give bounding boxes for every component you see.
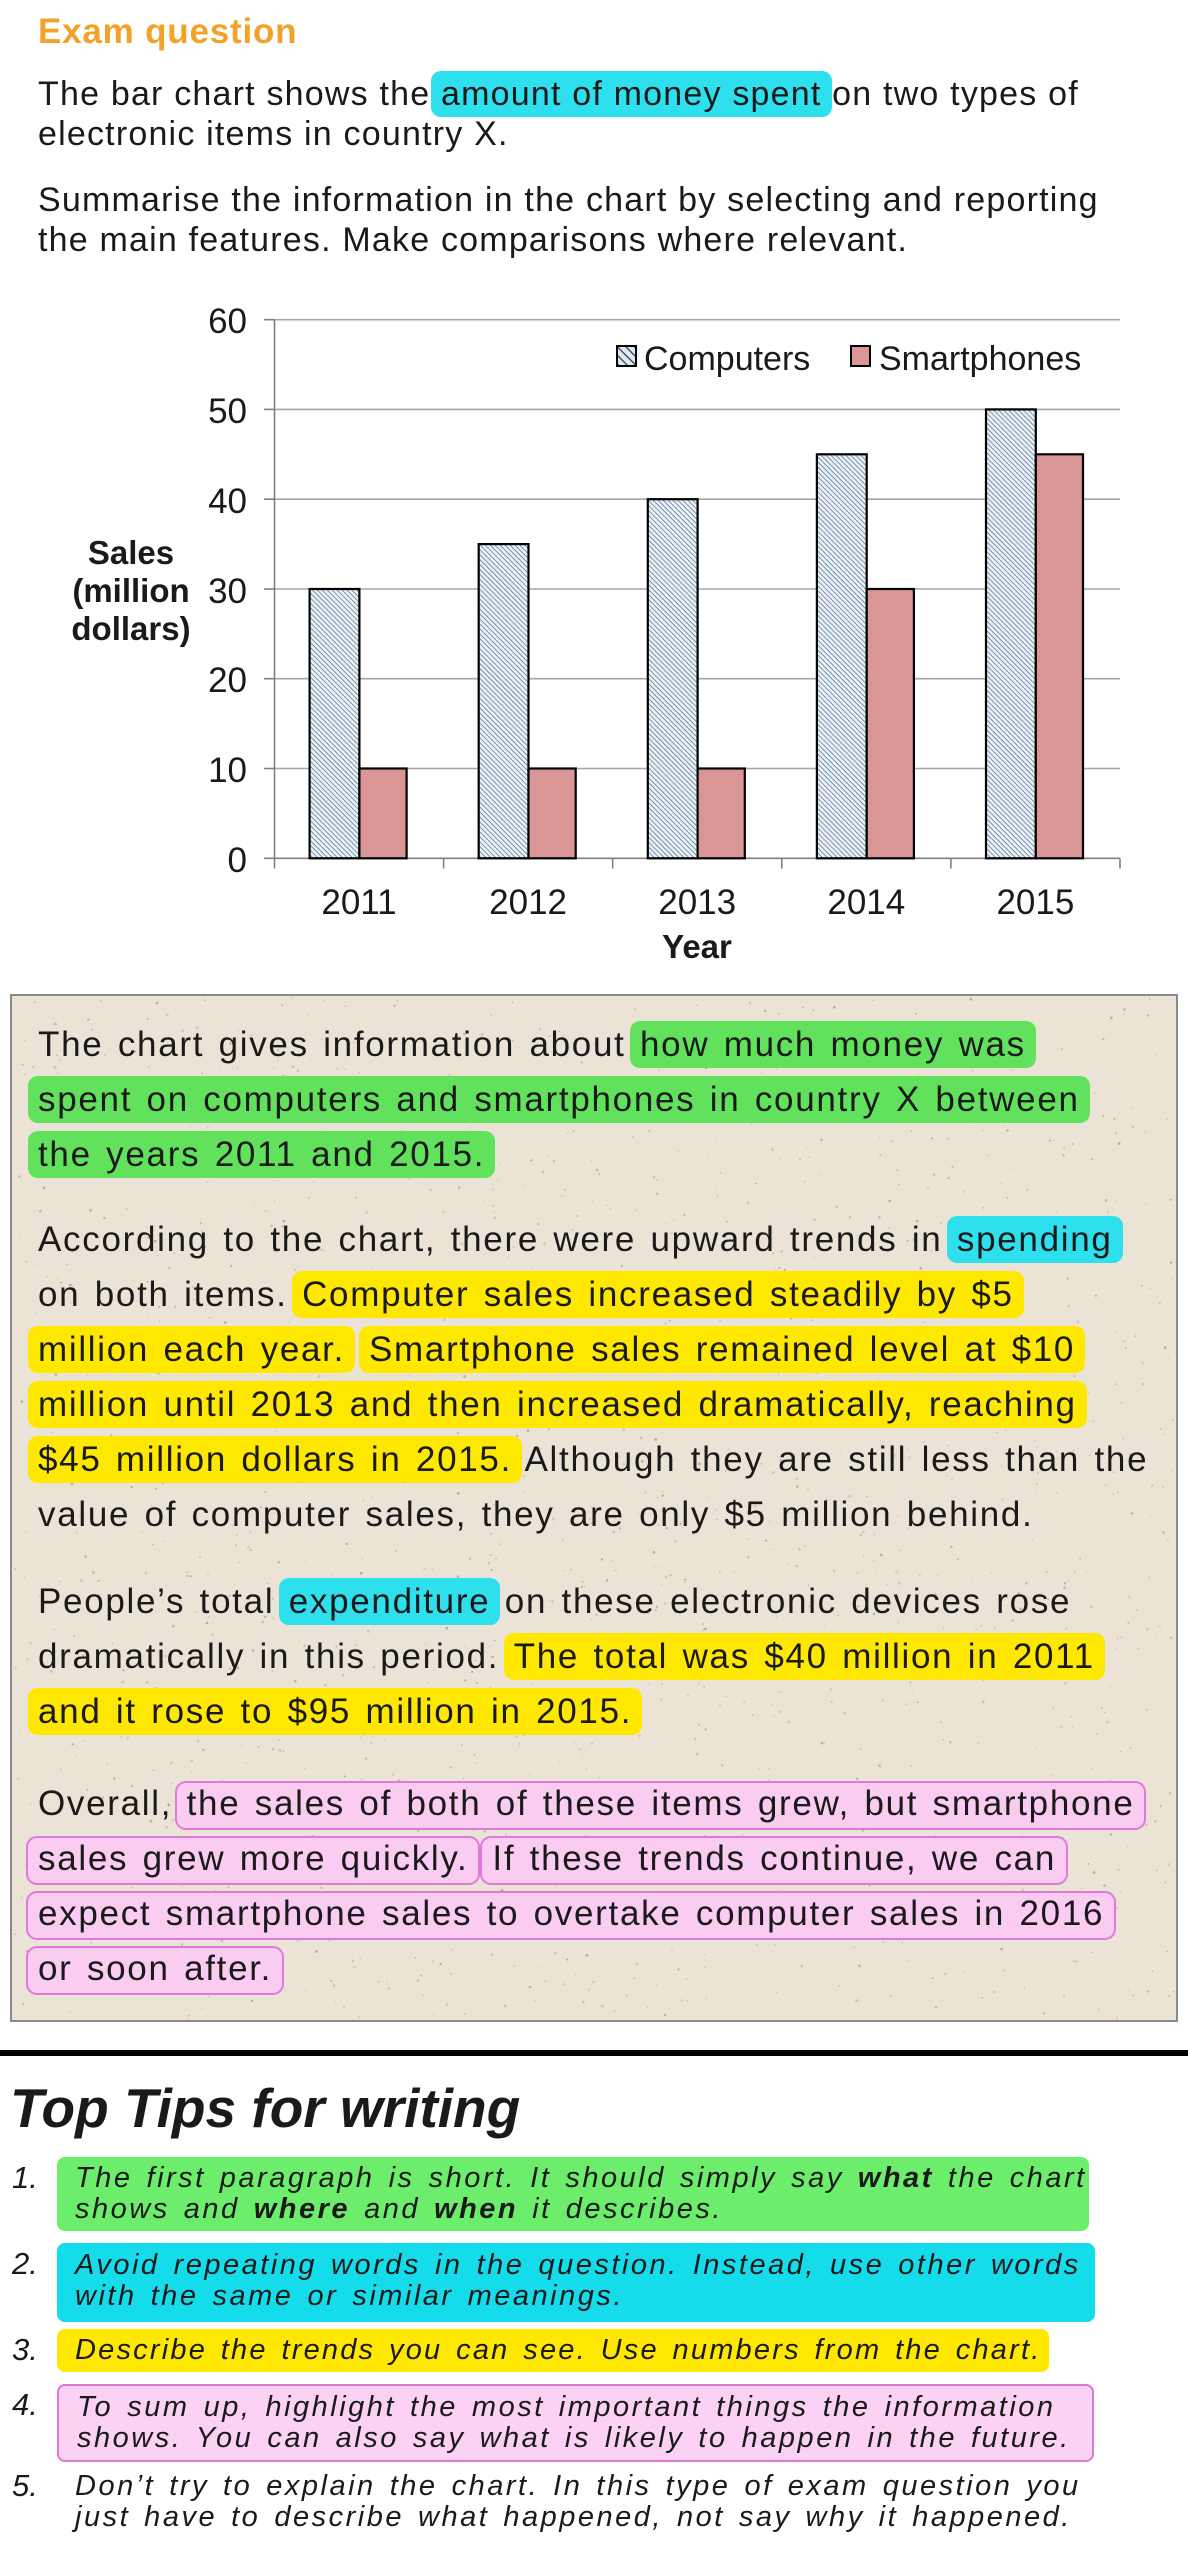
svg-text:30: 30	[208, 572, 247, 611]
svg-text:2011: 2011	[321, 883, 396, 922]
svg-text:Year: Year	[662, 928, 732, 965]
svg-text:2014: 2014	[827, 883, 905, 922]
svg-text:Computers: Computers	[644, 340, 810, 378]
svg-text:Sales: Sales	[88, 534, 174, 571]
svg-text:40: 40	[208, 482, 247, 521]
svg-text:50: 50	[208, 392, 247, 431]
svg-text:2012: 2012	[489, 883, 567, 922]
svg-text:20: 20	[208, 661, 247, 700]
svg-text:2015: 2015	[996, 883, 1074, 922]
svg-text:(million: (million	[72, 572, 189, 609]
svg-text:dollars): dollars)	[71, 610, 190, 647]
svg-text:10: 10	[208, 751, 247, 790]
svg-text:0: 0	[228, 841, 247, 880]
svg-text:60: 60	[208, 302, 247, 341]
svg-text:Smartphones: Smartphones	[879, 340, 1081, 378]
svg-text:2013: 2013	[658, 883, 736, 922]
